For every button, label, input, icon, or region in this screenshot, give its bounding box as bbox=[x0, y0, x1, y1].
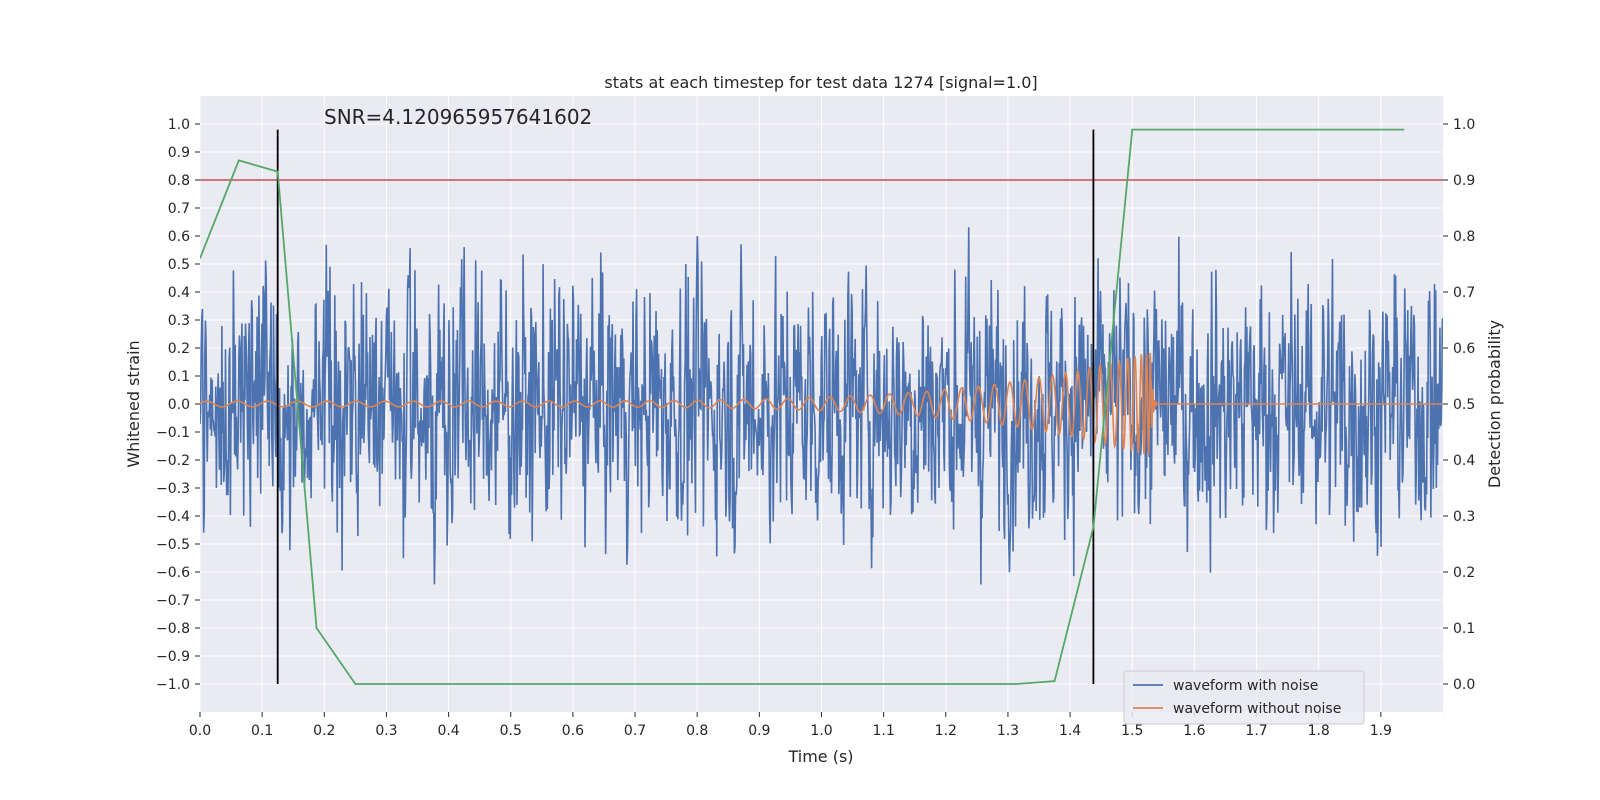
x-tick-label: 1.2 bbox=[935, 723, 957, 739]
x-tick-label: 1.9 bbox=[1370, 723, 1392, 739]
plot-area bbox=[200, 128, 1443, 685]
y-right-tick-label: 0.9 bbox=[1453, 173, 1475, 189]
chart-title: stats at each timestep for test data 127… bbox=[604, 73, 1037, 92]
y-left-tick-label: −0.9 bbox=[156, 649, 190, 665]
x-tick-label: 0.2 bbox=[313, 723, 335, 739]
y-right-tick-label: 0.6 bbox=[1453, 341, 1475, 357]
y-right-tick-label: 0.1 bbox=[1453, 621, 1475, 637]
legend-box bbox=[1123, 670, 1365, 725]
y-left-tick-label: 0.2 bbox=[168, 341, 190, 357]
y-right-tick-label: 0.3 bbox=[1453, 509, 1475, 525]
x-tick-label: 1.8 bbox=[1308, 723, 1330, 739]
y-axis-right-label: Detection probability bbox=[1485, 320, 1504, 488]
y-left-tick-label: −0.2 bbox=[156, 453, 190, 469]
x-tick-label: 0.7 bbox=[624, 723, 646, 739]
noisy-waveform-line bbox=[200, 227, 1443, 585]
y-right-tick-label: 0.7 bbox=[1453, 285, 1475, 301]
x-tick-label: 0.9 bbox=[748, 723, 770, 739]
y-left-tick-label: 0.6 bbox=[168, 229, 190, 245]
x-tick-label: 0.5 bbox=[500, 723, 522, 739]
legend-label-clean: waveform without noise bbox=[1173, 701, 1341, 717]
y-left-tick-label: −0.1 bbox=[156, 425, 190, 441]
x-tick-label: 1.3 bbox=[997, 723, 1019, 739]
x-tick-label: 1.1 bbox=[873, 723, 895, 739]
x-axis-label: Time (s) bbox=[787, 747, 853, 766]
y-left-tick-label: −0.4 bbox=[156, 509, 190, 525]
y-axis-left: 1.0 0.9 0.8 0.7 0.6 0.5 0.4 0.3 0.2 0.1 0.0 −0.1 −0.… bbox=[156, 117, 200, 693]
x-tick-label: 0.6 bbox=[562, 723, 584, 739]
legend-label-noise: waveform with noise bbox=[1173, 678, 1318, 694]
y-left-tick-label: 0.3 bbox=[168, 313, 190, 329]
y-right-tick-label: 0.2 bbox=[1453, 565, 1475, 581]
y-left-tick-label: 0.7 bbox=[168, 201, 190, 217]
y-left-tick-label: 0.9 bbox=[168, 145, 190, 161]
clean-waveform-line bbox=[200, 352, 1443, 455]
y-right-tick-label: 1.0 bbox=[1453, 117, 1475, 133]
x-tick-label: 1.0 bbox=[810, 723, 832, 739]
y-left-tick-label: −0.7 bbox=[156, 593, 190, 609]
y-left-tick-label: 0.4 bbox=[168, 285, 190, 301]
snr-annotation: SNR=4.120965957641602 bbox=[324, 105, 592, 129]
y-left-tick-label: 1.0 bbox=[168, 117, 190, 133]
grid bbox=[199, 96, 1443, 712]
x-axis: 0.0 0.1 0.2 0.3 0.4 0.5 0.6 0.7 0.8 0.9 1.0 1.1 1.2 1… bbox=[189, 712, 1392, 739]
x-tick-label: 0.4 bbox=[437, 723, 459, 739]
x-tick-label: 1.7 bbox=[1245, 723, 1267, 739]
y-right-tick-label: 0.0 bbox=[1453, 677, 1475, 693]
y-axis-left-label: Whitened strain bbox=[124, 340, 143, 467]
y-left-tick-label: −0.8 bbox=[156, 621, 190, 637]
y-left-tick-label: −0.6 bbox=[156, 565, 190, 581]
x-tick-label: 1.6 bbox=[1183, 723, 1205, 739]
y-left-tick-label: 0.0 bbox=[168, 397, 190, 413]
x-tick-label: 0.3 bbox=[375, 723, 397, 739]
x-tick-label: 0.1 bbox=[251, 723, 273, 739]
x-tick-label: 1.4 bbox=[1059, 723, 1081, 739]
y-left-tick-label: 0.8 bbox=[168, 173, 190, 189]
y-axis-right: 1.0 0.9 0.8 0.7 0.6 0.5 0.4 0.3 0.2 0.1 0.0 bbox=[1443, 117, 1475, 693]
y-right-tick-label: 0.8 bbox=[1453, 229, 1475, 245]
legend: waveform with noise waveform without noi… bbox=[1123, 670, 1365, 725]
y-right-tick-label: 0.4 bbox=[1453, 453, 1475, 469]
y-left-tick-label: −0.3 bbox=[156, 481, 190, 497]
y-left-tick-label: 0.5 bbox=[168, 257, 190, 273]
y-left-tick-label: −0.5 bbox=[156, 537, 190, 553]
y-left-tick-label: −1.0 bbox=[156, 677, 190, 693]
x-tick-label: 0.8 bbox=[686, 723, 708, 739]
x-tick-label: 1.5 bbox=[1121, 723, 1143, 739]
detection-probability-line bbox=[200, 128, 1405, 685]
x-tick-label: 0.0 bbox=[189, 723, 211, 739]
y-left-tick-label: 0.1 bbox=[168, 369, 190, 385]
y-right-tick-label: 0.5 bbox=[1453, 397, 1475, 413]
